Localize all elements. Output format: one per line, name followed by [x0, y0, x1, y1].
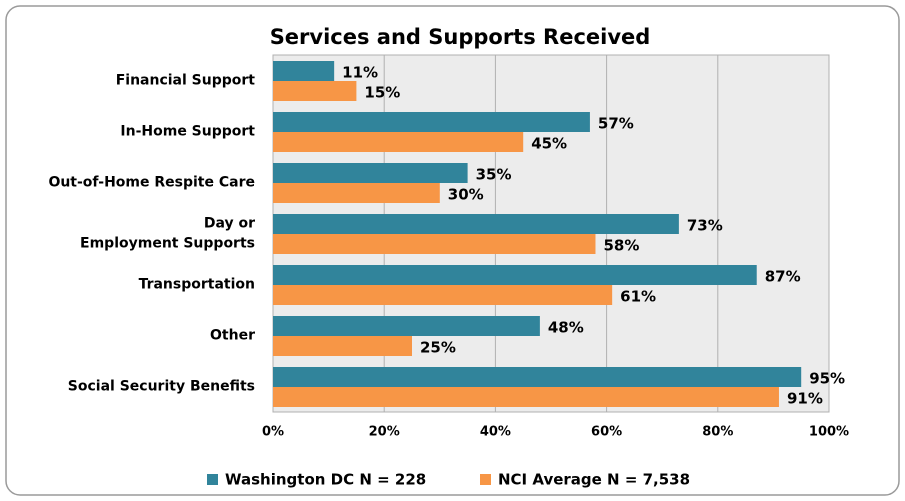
bar: [273, 132, 524, 152]
value-label: 57%: [598, 115, 634, 133]
legend-label: Washington DC N = 228: [225, 471, 426, 489]
bar: [273, 163, 468, 183]
category-label: Out-of-Home Respite Care: [48, 175, 255, 191]
bar: [273, 316, 540, 336]
bar: [273, 234, 596, 254]
value-label: 30%: [448, 186, 484, 204]
bar: [273, 265, 757, 285]
chart-title: Services and Supports Received: [270, 25, 651, 49]
value-label: 25%: [420, 339, 456, 357]
x-tick-label: 0%: [262, 425, 284, 440]
category-label: Transportation: [139, 277, 255, 293]
legend-swatch: [207, 474, 218, 485]
x-tick-label: 60%: [591, 425, 622, 440]
category-label: Financial Support: [116, 73, 256, 89]
value-label: 15%: [364, 84, 400, 102]
category-label: Day or Employment Supports: [80, 216, 255, 252]
value-label: 48%: [548, 319, 584, 337]
bar: [273, 112, 590, 132]
value-label: 91%: [787, 390, 823, 408]
bar: [273, 214, 679, 234]
x-tick-label: 100%: [809, 425, 849, 440]
bar: [273, 387, 779, 407]
bar: [273, 285, 613, 305]
value-label: 45%: [531, 135, 567, 153]
value-label: 95%: [809, 370, 845, 388]
bar: [273, 183, 440, 203]
value-label: 58%: [603, 237, 639, 255]
legend-swatch: [480, 474, 491, 485]
category-label: In-Home Support: [120, 124, 255, 140]
x-tick-label: 80%: [702, 425, 733, 440]
bar: [273, 367, 802, 387]
legend-label: NCI Average N = 7,538: [498, 471, 690, 489]
value-label: 61%: [620, 288, 656, 306]
bar: [273, 61, 335, 81]
x-tick-label: 20%: [369, 425, 400, 440]
category-label: Social Security Benefits: [68, 379, 255, 395]
value-label: 11%: [342, 64, 378, 82]
bar: [273, 81, 357, 101]
x-tick-label: 40%: [480, 425, 511, 440]
bar: [273, 336, 412, 356]
value-label: 87%: [765, 268, 801, 286]
category-label: Other: [210, 328, 255, 344]
value-label: 35%: [476, 166, 512, 184]
value-label: 73%: [687, 217, 723, 235]
